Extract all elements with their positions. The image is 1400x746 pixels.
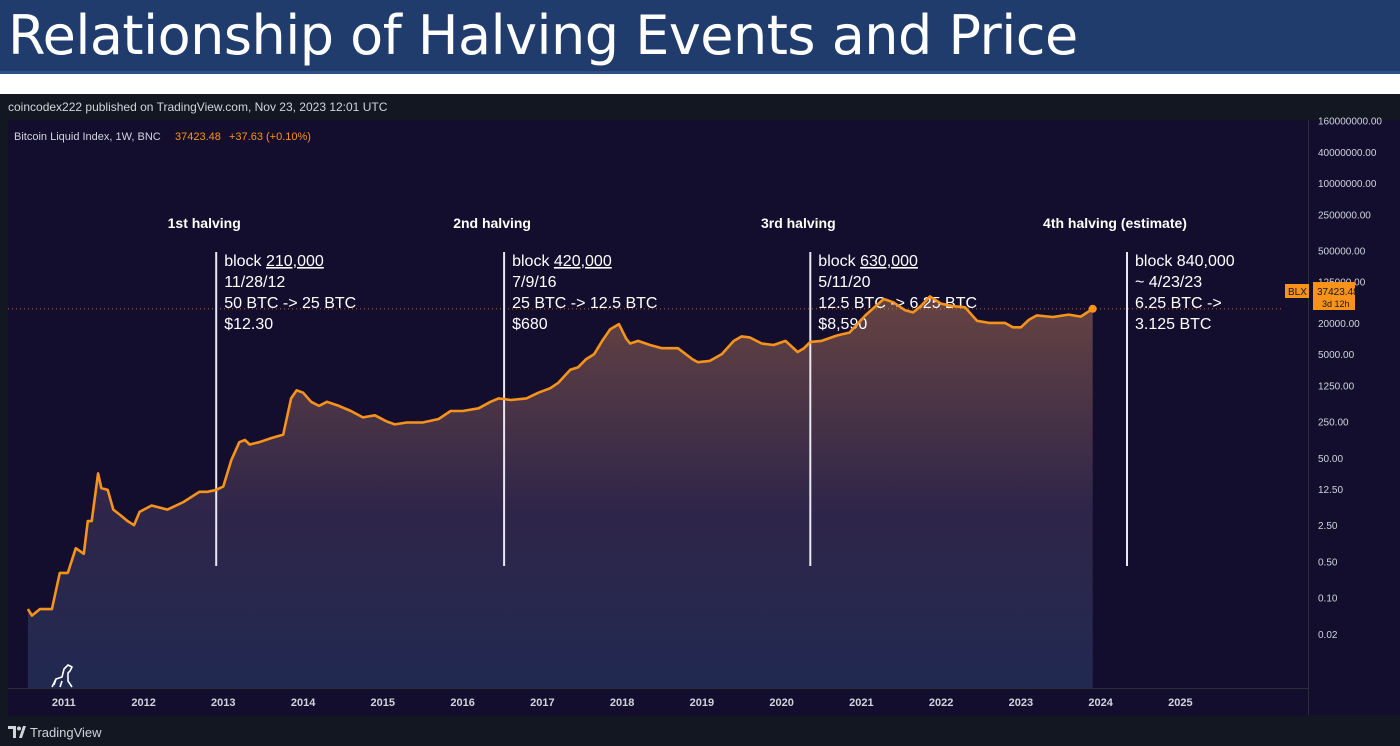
halving-block: block 420,000 bbox=[512, 253, 612, 270]
x-tick-label: 2014 bbox=[291, 697, 316, 709]
tradingview-brand: TradingView bbox=[30, 724, 102, 740]
price-tag-symbol: BLX bbox=[1288, 287, 1307, 298]
price-axis-labels: 160000000.00 40000000.00 10000000.00 250000… bbox=[1318, 117, 1382, 641]
halving-date: 5/11/20 bbox=[818, 274, 870, 291]
y-tick-label: 0.02 bbox=[1318, 630, 1338, 641]
x-tick-label: 2021 bbox=[849, 697, 873, 709]
halving-block: block 210,000 bbox=[224, 253, 324, 270]
tradingview-snapshot: coincodex222 published on TradingView.co… bbox=[0, 94, 1400, 746]
y-tick-label: 160000000.00 bbox=[1318, 117, 1382, 128]
price-scale-panel[interactable] bbox=[1308, 120, 1400, 715]
symbol-name: Bitcoin Liquid Index, 1W, BNC bbox=[14, 131, 161, 143]
halving-price: $8,590 bbox=[818, 316, 867, 333]
halving-title: 2nd halving bbox=[453, 215, 531, 231]
banner-underline bbox=[0, 71, 1400, 74]
x-tick-label: 2024 bbox=[1088, 697, 1113, 709]
price-tag-countdown: 3d 12h bbox=[1322, 299, 1350, 309]
y-tick-label: 5000.00 bbox=[1318, 350, 1355, 361]
x-tick-label: 2016 bbox=[450, 697, 474, 709]
price-tag-value: 37423.48 bbox=[1317, 287, 1359, 298]
y-tick-label: 500000.00 bbox=[1318, 247, 1366, 258]
halving-title: 1st halving bbox=[168, 215, 241, 231]
halving-title: 4th halving (estimate) bbox=[1043, 215, 1187, 231]
x-tick-label: 2011 bbox=[52, 697, 76, 709]
halving-annotation-3: 3rd halving block 630,000 5/11/20 12.5 BTC … bbox=[761, 215, 977, 566]
halving-date: ~ 4/23/23 bbox=[1135, 274, 1202, 291]
x-tick-label: 2019 bbox=[690, 697, 714, 709]
x-tick-label: 2015 bbox=[371, 697, 395, 709]
last-price-dot bbox=[1088, 304, 1097, 313]
x-tick-label: 2012 bbox=[131, 697, 155, 709]
slide-title: Relationship of Halving Events and Price bbox=[8, 4, 1078, 67]
halving-block: block 840,000 bbox=[1135, 253, 1235, 270]
price-line-layer bbox=[26, 295, 1097, 617]
price-series-line bbox=[26, 295, 1094, 617]
halving-price: $680 bbox=[512, 316, 548, 333]
y-tick-label: 2.50 bbox=[1318, 521, 1338, 532]
x-tick-label: 2017 bbox=[530, 697, 554, 709]
y-tick-label: 50.00 bbox=[1318, 454, 1343, 465]
y-tick-label: 20000.00 bbox=[1318, 319, 1360, 330]
publish-info: coincodex222 published on TradingView.co… bbox=[8, 100, 388, 114]
halving-reward: 12.5 BTC -> 6.25 BTC bbox=[818, 295, 977, 312]
y-tick-label: 12.50 bbox=[1318, 485, 1343, 496]
halving-annotation-2: 2nd halving block 420,000 7/9/16 25 BTC -> … bbox=[453, 215, 657, 566]
halving-date: 7/9/16 bbox=[512, 274, 557, 291]
x-tick-label: 2018 bbox=[610, 697, 634, 709]
price-area-fill bbox=[27, 296, 1093, 688]
x-tick-label: 2022 bbox=[929, 697, 953, 709]
y-tick-label: 0.10 bbox=[1318, 594, 1338, 605]
halving-block: block 630,000 bbox=[818, 253, 918, 270]
halving-price: $12.30 bbox=[224, 316, 273, 333]
y-tick-label: 0.50 bbox=[1318, 557, 1338, 568]
x-tick-label: 2025 bbox=[1168, 697, 1192, 709]
y-tick-label: 1250.00 bbox=[1318, 381, 1355, 392]
halving-reward: 25 BTC -> 12.5 BTC bbox=[512, 295, 657, 312]
symbol-price: 37423.48 bbox=[175, 131, 221, 143]
x-tick-label: 2023 bbox=[1009, 697, 1033, 709]
price-chart[interactable]: 1st halving block 210,000 11/28/12 50 BTC -… bbox=[0, 94, 1400, 746]
y-tick-label: 40000000.00 bbox=[1318, 148, 1377, 159]
halving-reward: 50 BTC -> 25 BTC bbox=[224, 295, 356, 312]
x-tick-label: 2013 bbox=[211, 697, 235, 709]
time-axis-labels: 2011 2012 2013 2014 2015 2016 2017 2018 2019 2020… bbox=[52, 697, 1193, 709]
halving-title: 3rd halving bbox=[761, 215, 836, 231]
y-tick-label: 250.00 bbox=[1318, 418, 1349, 429]
y-tick-label: 2500000.00 bbox=[1318, 210, 1371, 221]
halving-price: 3.125 BTC bbox=[1135, 316, 1211, 333]
halving-reward: 6.25 BTC -> bbox=[1135, 295, 1222, 312]
y-tick-label: 10000000.00 bbox=[1318, 179, 1377, 190]
price-tag-symbol-box bbox=[1285, 284, 1309, 298]
dinosaur-watermark-icon bbox=[51, 664, 73, 688]
tradingview-logo-icon bbox=[8, 726, 26, 738]
time-scale-panel[interactable] bbox=[8, 688, 1308, 716]
slide-title-banner: Relationship of Halving Events and Price bbox=[0, 0, 1400, 74]
halving-annotation-1: 1st halving block 210,000 11/28/12 50 BTC -… bbox=[168, 215, 356, 566]
symbol-change: +37.63 (+0.10%) bbox=[229, 131, 311, 143]
halving-lines-layer: 1st halving block 210,000 11/28/12 50 BTC -… bbox=[168, 215, 1235, 566]
price-tag-box bbox=[1313, 282, 1355, 310]
tradingview-footer[interactable]: TradingView bbox=[8, 722, 102, 742]
halving-annotation-4: 4th halving (estimate) block 840,000 ~ 4/2… bbox=[1043, 215, 1235, 566]
x-tick-label: 2020 bbox=[769, 697, 793, 709]
halving-date: 11/28/12 bbox=[224, 274, 285, 291]
last-price-tag: BLX 37423.48 3d 12h bbox=[1285, 282, 1359, 310]
